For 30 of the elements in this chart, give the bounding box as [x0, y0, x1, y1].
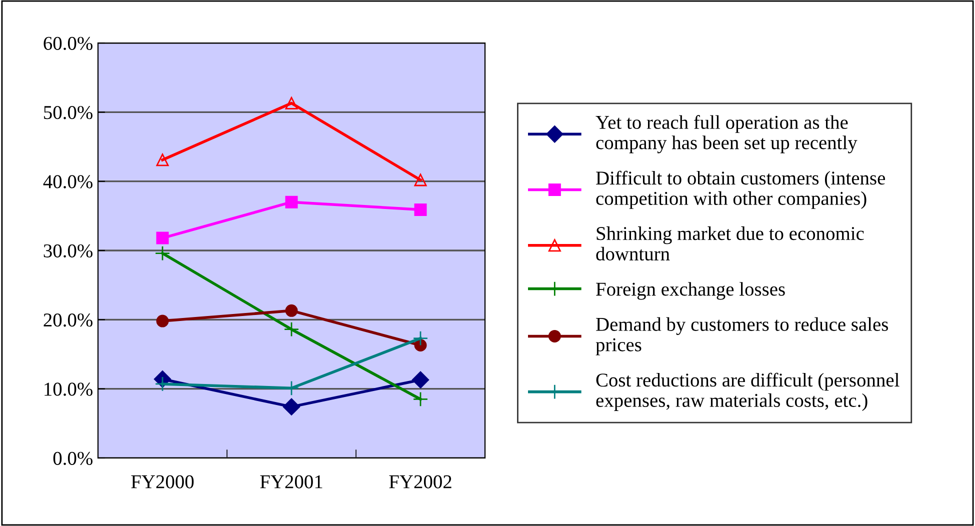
legend-label: Cost reductions are difficult (personnel expenses, raw materials costs, etc.): [596, 372, 900, 411]
y-tick-label: 10.0%: [44, 382, 92, 396]
point: [154, 246, 170, 261]
y-tick-label: 0.0%: [53, 452, 92, 466]
y-tick-label: 40.0%: [43, 175, 92, 188]
x-tick-label: FY2001: [260, 475, 322, 488]
legend-label: Demand by customers to reduce sales prices: [596, 317, 888, 356]
legend-label: Difficult to obtain customers (intense competition with other companies): [596, 170, 886, 209]
legend-label: Shrinking market due to economic downturn: [596, 226, 864, 261]
point: [282, 398, 300, 416]
point: [414, 174, 427, 186]
legend-label: Foreign exchange losses: [596, 282, 785, 300]
y-tick-label: 50.0%: [44, 106, 92, 120]
point: [156, 154, 169, 166]
y-tick-label: 30.0%: [44, 244, 92, 258]
point: [285, 304, 298, 317]
point: [414, 203, 427, 216]
point: [284, 322, 300, 337]
point: [285, 96, 298, 110]
y-tick-label: 60.0%: [44, 36, 92, 50]
point: [412, 371, 430, 388]
point: [156, 232, 169, 244]
y-tick-label: 20.0%: [44, 313, 92, 327]
point: [412, 392, 428, 407]
point: [156, 314, 169, 328]
point: [412, 330, 428, 346]
legend-label: Yet to reach full operation as the company has been set up recently: [596, 115, 858, 154]
point: [285, 196, 298, 208]
x-tick-label: FY2000: [131, 475, 194, 488]
x-tick-label: FY2002: [389, 475, 452, 488]
